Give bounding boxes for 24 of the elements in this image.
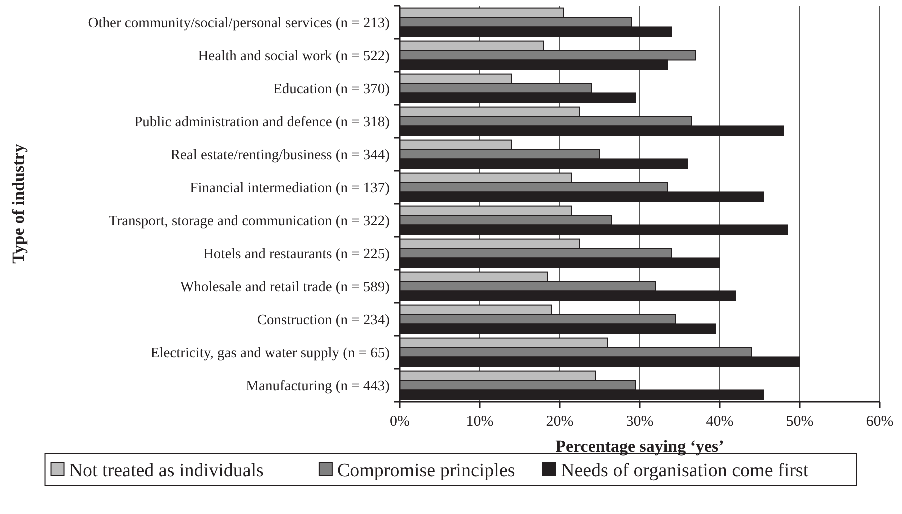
legend-label: Not treated as individuals <box>69 460 264 482</box>
x-tick-label: 50% <box>786 414 814 430</box>
y-tick-label: Public administration and defence (n = 318) <box>134 114 390 131</box>
y-tick-label: Other community/social/personal services (n = 213) <box>88 16 390 32</box>
y-tick-label: Real estate/renting/business (n = 344) <box>170 148 390 164</box>
y-tick-label: Transport, storage and communication (n = 322) <box>108 214 390 230</box>
y-tick-label: Health and social work (n = 522) <box>198 48 390 65</box>
x-tick-label: 0% <box>390 414 410 430</box>
legend-label: Compromise principles <box>337 460 516 482</box>
x-axis-title: Percentage saying ‘yes’ <box>556 437 724 456</box>
x-tick-label: 60% <box>866 414 894 430</box>
x-tick-label: 20% <box>546 414 574 430</box>
y-tick-label: Wholesale and retail trade (n = 589) <box>180 280 390 296</box>
x-tick-label: 40% <box>706 414 734 430</box>
y-tick-label: Electricity, gas and water supply (n = 65) <box>150 346 390 362</box>
x-tick-label: 30% <box>626 414 654 430</box>
y-tick-label: Education (n = 370) <box>274 82 390 98</box>
y-tick-label: Construction (n = 234) <box>257 312 390 329</box>
y-tick-label: Financial intermediation (n = 137) <box>190 180 390 197</box>
y-tick-label: Manufacturing (n = 443) <box>246 378 390 395</box>
x-tick-label: 10% <box>466 414 494 430</box>
y-axis-title: Type of industry <box>9 144 28 264</box>
y-tick-label: Hotels and restaurants (n = 225) <box>203 246 390 263</box>
legend-label: Needs of organisation come first <box>560 460 810 482</box>
